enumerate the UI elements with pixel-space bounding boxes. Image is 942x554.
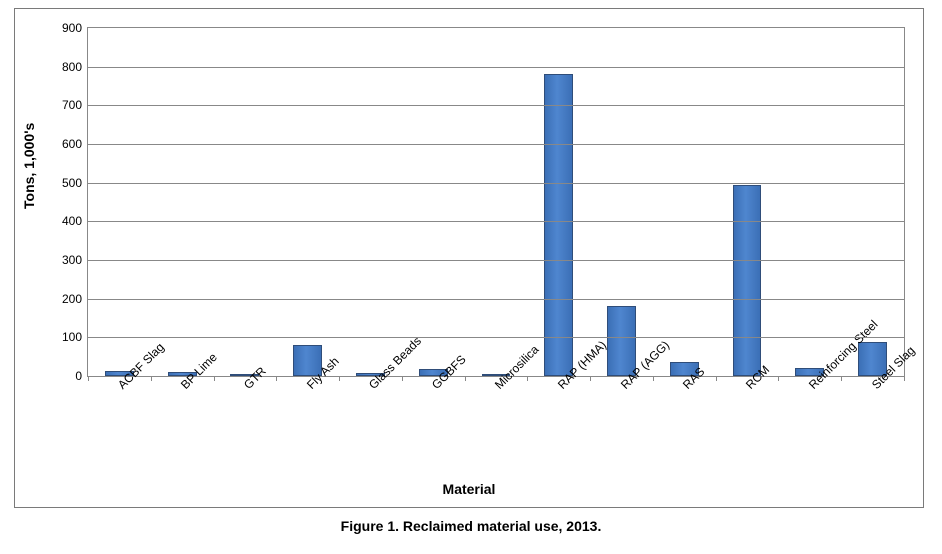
- y-tick-label: 700: [62, 98, 88, 112]
- y-axis-title: Tons, 1,000's: [21, 123, 37, 209]
- y-tick-label: 900: [62, 21, 88, 35]
- x-tick: [214, 376, 215, 381]
- x-tick: [465, 376, 466, 381]
- x-tick: [841, 376, 842, 381]
- gridline: [88, 299, 904, 300]
- page: Tons, 1,000's ACBF SlagBP LimeGTRFly Ash…: [0, 0, 942, 554]
- x-tick: [716, 376, 717, 381]
- gridline: [88, 260, 904, 261]
- bars-layer: [88, 28, 904, 376]
- x-tick: [88, 376, 89, 381]
- x-axis-title: Material: [15, 481, 923, 497]
- x-tick: [527, 376, 528, 381]
- figure-caption: Figure 1. Reclaimed material use, 2013.: [16, 518, 926, 534]
- bar: [544, 74, 573, 376]
- x-tick: [402, 376, 403, 381]
- gridline: [88, 337, 904, 338]
- y-tick-label: 100: [62, 330, 88, 344]
- gridline: [88, 144, 904, 145]
- bar: [607, 306, 636, 376]
- x-tick: [653, 376, 654, 381]
- gridline: [88, 67, 904, 68]
- bar: [733, 185, 762, 376]
- y-tick-label: 800: [62, 60, 88, 74]
- x-tick: [339, 376, 340, 381]
- y-tick-label: 300: [62, 253, 88, 267]
- x-tick: [590, 376, 591, 381]
- plot-outer: ACBF SlagBP LimeGTRFly AshGlass BeadsGGB…: [87, 27, 905, 377]
- gridline: [88, 183, 904, 184]
- gridline: [88, 105, 904, 106]
- x-tick: [151, 376, 152, 381]
- plot-area: ACBF SlagBP LimeGTRFly AshGlass BeadsGGB…: [87, 27, 905, 377]
- y-tick-label: 600: [62, 137, 88, 151]
- y-tick-label: 0: [75, 369, 88, 383]
- y-tick-label: 200: [62, 292, 88, 306]
- gridline: [88, 221, 904, 222]
- chart-frame: Tons, 1,000's ACBF SlagBP LimeGTRFly Ash…: [14, 8, 924, 508]
- x-tick: [904, 376, 905, 381]
- x-tick: [276, 376, 277, 381]
- y-tick-label: 500: [62, 176, 88, 190]
- y-tick-label: 400: [62, 214, 88, 228]
- x-tick: [778, 376, 779, 381]
